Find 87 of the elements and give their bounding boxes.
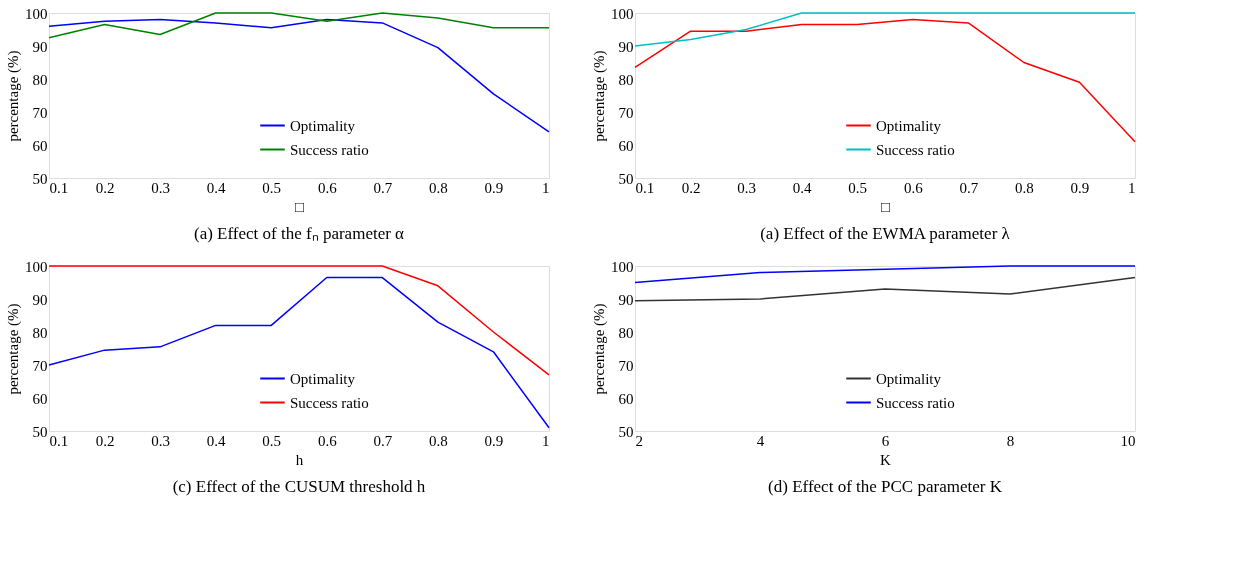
legend-label: Success ratio <box>290 141 369 158</box>
y-tick-label: 100 <box>611 258 634 275</box>
line-series <box>634 276 1136 302</box>
x-tick-label: 0.8 <box>429 432 448 449</box>
y-tick-label: 70 <box>618 104 634 121</box>
y-axis-title: percentage (%) <box>591 50 608 142</box>
x-tick-label: 1 <box>542 432 550 449</box>
y-tick-label: 50 <box>32 423 48 440</box>
line-series <box>634 12 1136 47</box>
y-tick-label: 60 <box>618 390 634 407</box>
y-axis-title: percentage (%) <box>5 50 22 142</box>
x-tick-label: 0.3 <box>151 179 170 196</box>
y-tick-label: 90 <box>618 38 634 55</box>
legend-label: Optimality <box>876 370 942 387</box>
y-tick-label: 50 <box>32 170 48 187</box>
x-tick-label: 0.3 <box>737 179 756 196</box>
x-tick-label: 6 <box>881 432 890 449</box>
legend-label: Optimality <box>290 117 356 134</box>
y-tick-label: 80 <box>618 324 634 341</box>
x-tick-label: 0.5 <box>848 179 868 196</box>
x-tick-label: 0.6 <box>317 179 338 196</box>
x-axis-title: h <box>295 451 304 468</box>
y-tick-label: 60 <box>32 390 48 407</box>
y-tick-label: 100 <box>25 258 48 275</box>
y-tick-label: 70 <box>32 357 48 374</box>
x-tick-label: 1 <box>1128 179 1136 196</box>
legend-label: Optimality <box>876 117 942 134</box>
line-series <box>48 265 550 376</box>
x-tick-label: 0.5 <box>262 432 282 449</box>
x-tick-label: 2 <box>635 432 643 449</box>
x-tick-label: 8 <box>1006 432 1015 449</box>
x-tick-label: 0.6 <box>903 179 924 196</box>
y-tick-label: 90 <box>32 291 48 308</box>
legend-label: Success ratio <box>290 394 369 411</box>
x-tick-label: 0.1 <box>49 179 69 196</box>
x-tick-label: 4 <box>756 432 765 449</box>
legend-label: Optimality <box>290 370 356 387</box>
x-tick-label: 0.4 <box>206 432 227 449</box>
line-series <box>48 18 550 133</box>
y-tick-label: 50 <box>618 423 634 440</box>
x-axis-title: □ <box>294 198 305 215</box>
x-tick-label: 0.9 <box>484 432 504 449</box>
y-tick-label: 70 <box>618 357 634 374</box>
line-series <box>634 265 1136 284</box>
y-axis-title: percentage (%) <box>591 303 608 395</box>
x-tick-label: 0.7 <box>959 179 979 196</box>
x-tick-label: 0.5 <box>262 179 282 196</box>
x-tick-label: 0.7 <box>373 432 393 449</box>
y-tick-label: 90 <box>32 38 48 55</box>
x-tick-label: 0.8 <box>429 179 448 196</box>
x-axis-title: K <box>880 451 892 468</box>
x-tick-label: 0.7 <box>373 179 393 196</box>
y-tick-label: 50 <box>618 170 634 187</box>
x-tick-label: 0.8 <box>1015 179 1034 196</box>
y-tick-label: 90 <box>618 291 634 308</box>
text: (a) Effect of the EWMA parameter λ <box>760 224 1011 243</box>
y-tick-label: 100 <box>611 5 634 22</box>
y-tick-label: 60 <box>32 137 48 154</box>
x-tick-label: 10 <box>1120 432 1136 449</box>
legend-label: Success ratio <box>876 394 955 411</box>
x-tick-label: 0.6 <box>317 432 338 449</box>
x-tick-label: 0.4 <box>792 179 813 196</box>
line-series <box>48 12 550 39</box>
x-tick-label: 0.1 <box>49 432 69 449</box>
text: (d) Effect of the PCC parameter K <box>768 477 1003 496</box>
y-axis-title: percentage (%) <box>5 303 22 395</box>
y-tick-label: 70 <box>32 104 48 121</box>
x-tick-label: 0.2 <box>681 179 701 196</box>
x-tick-label: 0.2 <box>95 179 115 196</box>
line-series <box>634 18 1136 143</box>
x-tick-label: 0.3 <box>151 432 170 449</box>
x-tick-label: 0.4 <box>206 179 227 196</box>
y-tick-label: 100 <box>25 5 48 22</box>
y-tick-label: 80 <box>618 71 634 88</box>
y-tick-label: 60 <box>618 137 634 154</box>
x-tick-label: 0.1 <box>635 179 655 196</box>
x-tick-label: 0.2 <box>95 432 115 449</box>
x-tick-label: 0.9 <box>1070 179 1090 196</box>
legend-label: Success ratio <box>876 141 955 158</box>
x-tick-label: 1 <box>542 179 550 196</box>
x-tick-label: 0.9 <box>484 179 504 196</box>
y-tick-label: 80 <box>32 71 48 88</box>
y-tick-label: 80 <box>32 324 48 341</box>
line-series <box>48 276 550 429</box>
text: (c) Effect of the CUSUM threshold h <box>172 477 426 496</box>
x-axis-title: □ <box>880 198 891 215</box>
text: (a) Effect of the fₙ parameter α <box>193 224 405 243</box>
